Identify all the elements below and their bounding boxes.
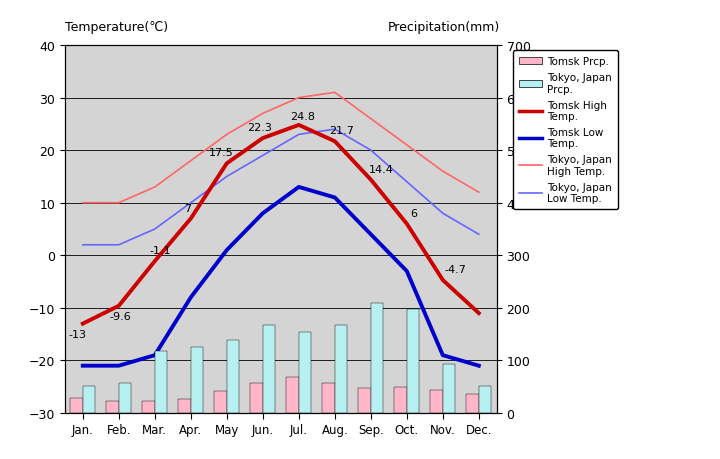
Bar: [142, 401, 155, 413]
Bar: [155, 352, 167, 413]
Text: Precipitation(mm): Precipitation(mm): [388, 22, 500, 34]
Bar: [107, 401, 119, 413]
Bar: [215, 392, 227, 413]
Text: -4.7: -4.7: [444, 264, 467, 274]
Bar: [407, 309, 419, 413]
Text: 22.3: 22.3: [247, 123, 271, 133]
Bar: [394, 387, 407, 413]
Bar: [359, 388, 371, 413]
Bar: [71, 398, 83, 413]
Bar: [299, 332, 311, 413]
Text: 6: 6: [410, 208, 418, 218]
Bar: [443, 364, 455, 413]
Bar: [227, 341, 239, 413]
Text: Temperature(℃): Temperature(℃): [65, 22, 168, 34]
Bar: [430, 391, 443, 413]
Text: 17.5: 17.5: [209, 148, 234, 158]
Bar: [335, 325, 347, 413]
Text: 7: 7: [184, 203, 191, 213]
Bar: [466, 394, 479, 413]
Text: -13: -13: [68, 329, 86, 339]
Legend: Tomsk Prcp., Tokyo, Japan
Prcp., Tomsk High
Temp., Tomsk Low
Temp., Tokyo, Japan: Tomsk Prcp., Tokyo, Japan Prcp., Tomsk H…: [513, 51, 618, 210]
Bar: [479, 386, 491, 413]
Bar: [83, 386, 95, 413]
Text: 21.7: 21.7: [330, 126, 354, 136]
Bar: [191, 347, 203, 413]
Bar: [179, 399, 191, 413]
Bar: [287, 377, 299, 413]
Bar: [119, 383, 131, 413]
Bar: [251, 383, 263, 413]
Bar: [371, 303, 383, 413]
Text: 24.8: 24.8: [290, 112, 315, 121]
Text: 14.4: 14.4: [369, 164, 394, 174]
Bar: [263, 325, 275, 413]
Text: -1.1: -1.1: [149, 246, 171, 256]
Text: -9.6: -9.6: [109, 311, 132, 321]
Bar: [323, 383, 335, 413]
